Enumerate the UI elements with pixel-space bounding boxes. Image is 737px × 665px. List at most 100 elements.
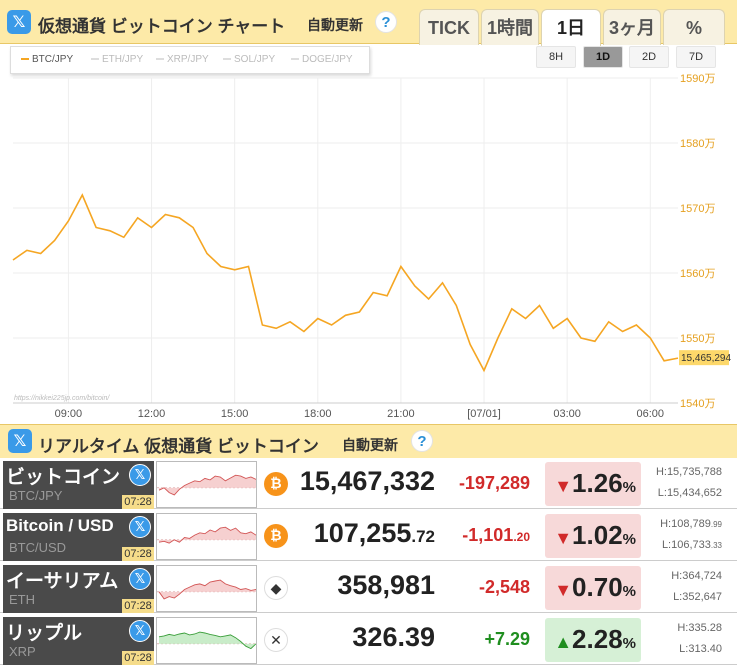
y-tick-label: 1560万 [680, 268, 715, 280]
x-share-icon[interactable]: 𝕏 [129, 620, 151, 642]
change-int: +7.29 [484, 629, 530, 649]
coin-name-cell[interactable]: Bitcoin / USD BTC/USD 𝕏 07:28 [3, 513, 154, 561]
realtime-help-icon[interactable]: ? [411, 430, 433, 452]
y-tick-label: 1580万 [680, 138, 715, 150]
coin-name-cell[interactable]: ビットコイン BTC/JPY 𝕏 07:28 [3, 461, 154, 509]
coin-price: 107,255.72 [314, 518, 435, 549]
legend-sol-jpy[interactable]: SOL/JPY [223, 54, 275, 65]
x-tick-label: 09:00 [55, 408, 83, 420]
high-int: H:335.28 [677, 622, 722, 634]
x-share-icon[interactable]: 𝕏 [129, 464, 151, 486]
triangle-down-icon: ▼ [554, 476, 573, 496]
x-share-icon[interactable]: 𝕏 [7, 10, 31, 34]
percent-unit: % [622, 479, 636, 496]
bitcoin-icon: ₿ [264, 524, 288, 548]
last-price-label-text: 15,465,294 [681, 353, 731, 364]
legend-xrp-jpy[interactable]: XRP/JPY [156, 54, 209, 65]
day-low: L:106,733.33 [662, 539, 722, 551]
low-int: L:15,434,652 [657, 487, 722, 499]
period-7d-button[interactable]: 7D [676, 46, 716, 68]
price-decimal: .72 [411, 527, 435, 546]
day-high: H:15,735,788 [656, 466, 722, 478]
percent-unit: % [622, 531, 636, 548]
price-int: 326.39 [352, 622, 435, 652]
coin-row[interactable]: イーサリアム ETH 𝕏 07:28 ◆ 358,981 -2,548 ▼0.7… [0, 563, 737, 613]
realtime-title: リアルタイム 仮想通貨 ビットコイン [38, 437, 319, 456]
btc-jpy-series-line [12, 193, 679, 373]
sparkline-chart[interactable] [156, 565, 257, 612]
change-percent-box: ▼1.02% [545, 514, 641, 558]
price-change: -1,101.20 [462, 525, 530, 546]
period-1d-button[interactable]: 1D [583, 46, 623, 68]
change-percent: ▼1.02% [554, 520, 636, 551]
sparkline-chart[interactable] [156, 513, 257, 560]
x-share-icon[interactable]: 𝕏 [129, 516, 151, 538]
change-percent-box: ▼0.70% [545, 566, 641, 610]
x-share-icon[interactable]: 𝕏 [129, 568, 151, 590]
ethereum-icon: ◆ [264, 576, 288, 600]
auto-update-label: 自動更新 [307, 17, 363, 33]
percent-value: 2.28 [572, 624, 623, 654]
change-percent-box: ▼1.26% [545, 462, 641, 506]
day-low: L:15,434,652 [658, 487, 722, 499]
x-axis-ticks: 09:00 12:00 15:00 18:00 21:00 [07/01] 03:00 06:… [55, 408, 664, 420]
triangle-down-icon: ▼ [554, 580, 573, 600]
low-int: L:313.40 [679, 643, 722, 655]
high-int: H:364,724 [671, 570, 722, 582]
sparkline-line [158, 526, 256, 544]
period-8h-button[interactable]: 8H [536, 46, 576, 68]
help-icon[interactable]: ? [375, 11, 397, 33]
coin-row[interactable]: Bitcoin / USD BTC/USD 𝕏 07:28 ₿ 107,255.… [0, 511, 737, 561]
price-int: 107,255 [313, 518, 412, 548]
y-tick-label: 1540万 [680, 398, 715, 410]
legend-btc-jpy[interactable]: BTC/JPY [21, 54, 73, 65]
coin-name[interactable]: リップル [6, 623, 83, 644]
coin-pair: BTC/JPY [9, 488, 63, 503]
period-2d-button[interactable]: 2D [629, 46, 669, 68]
sparkline-chart[interactable] [156, 617, 257, 664]
coin-price: 15,467,332 [300, 466, 435, 497]
tab-percent[interactable]: % [663, 9, 725, 45]
tab-3months[interactable]: 3ヶ月 [603, 9, 661, 45]
x-tick-label: 15:00 [221, 408, 249, 420]
coin-row[interactable]: ビットコイン BTC/JPY 𝕏 07:28 ₿ 15,467,332 -197… [0, 459, 737, 509]
change-percent: ▲2.28% [554, 624, 636, 655]
triangle-up-icon: ▲ [554, 632, 573, 652]
y-tick-label: 1590万 [680, 73, 715, 85]
sparkline-chart[interactable] [156, 461, 257, 508]
high-decimal: .99 [710, 520, 722, 529]
coin-row[interactable]: リップル XRP 𝕏 07:28 ✕ 326.39 +7.29 ▲2.28% H… [0, 615, 737, 665]
ripple-icon: ✕ [264, 628, 288, 652]
last-price-label: 15,465,294 [679, 350, 731, 366]
coin-name[interactable]: イーサリアム [6, 571, 119, 592]
legend-doge-jpy[interactable]: DOGE/JPY [291, 54, 353, 65]
day-low: L:352,647 [673, 591, 722, 603]
x-tick-label: 03:00 [553, 408, 581, 420]
legend-eth-jpy[interactable]: ETH/JPY [91, 54, 143, 65]
chart-watermark: https://nikkei225jp.com/bitcoin/ [14, 395, 110, 402]
update-time-badge: 07:28 [122, 547, 154, 561]
coin-pair: ETH [9, 592, 35, 607]
sparkline-area [159, 580, 256, 599]
tab-1hour[interactable]: 1時間 [481, 9, 539, 45]
coin-name[interactable]: ビットコイン [6, 467, 121, 488]
btc-price-chart: 1540万 1550万 1560万 1570万 1580万 1590万 09:00 12:0… [12, 73, 731, 420]
tab-tick[interactable]: TICK [419, 9, 479, 45]
update-time-badge: 07:28 [122, 599, 154, 613]
high-int: H:108,789 [660, 518, 711, 530]
tab-1day[interactable]: 1日 [541, 9, 601, 46]
x-share-icon-realtime[interactable]: 𝕏 [8, 429, 32, 453]
coin-name[interactable]: Bitcoin / USD [6, 516, 114, 535]
coin-pair: BTC/USD [9, 540, 67, 555]
coin-name-cell[interactable]: リップル XRP 𝕏 07:28 [3, 617, 154, 665]
low-decimal: .33 [710, 541, 722, 550]
sparkline-area [159, 632, 256, 649]
change-int: -1,101 [462, 525, 514, 545]
price-int: 15,467,332 [299, 466, 435, 496]
x-tick-label: 21:00 [387, 408, 415, 420]
x-tick-label: 06:00 [637, 408, 665, 420]
coin-name-cell[interactable]: イーサリアム ETH 𝕏 07:28 [3, 565, 154, 613]
sparkline-line [158, 579, 256, 600]
low-int: L:352,647 [673, 591, 722, 603]
y-axis-ticks: 1540万 1550万 1560万 1570万 1580万 1590万 [680, 73, 715, 410]
